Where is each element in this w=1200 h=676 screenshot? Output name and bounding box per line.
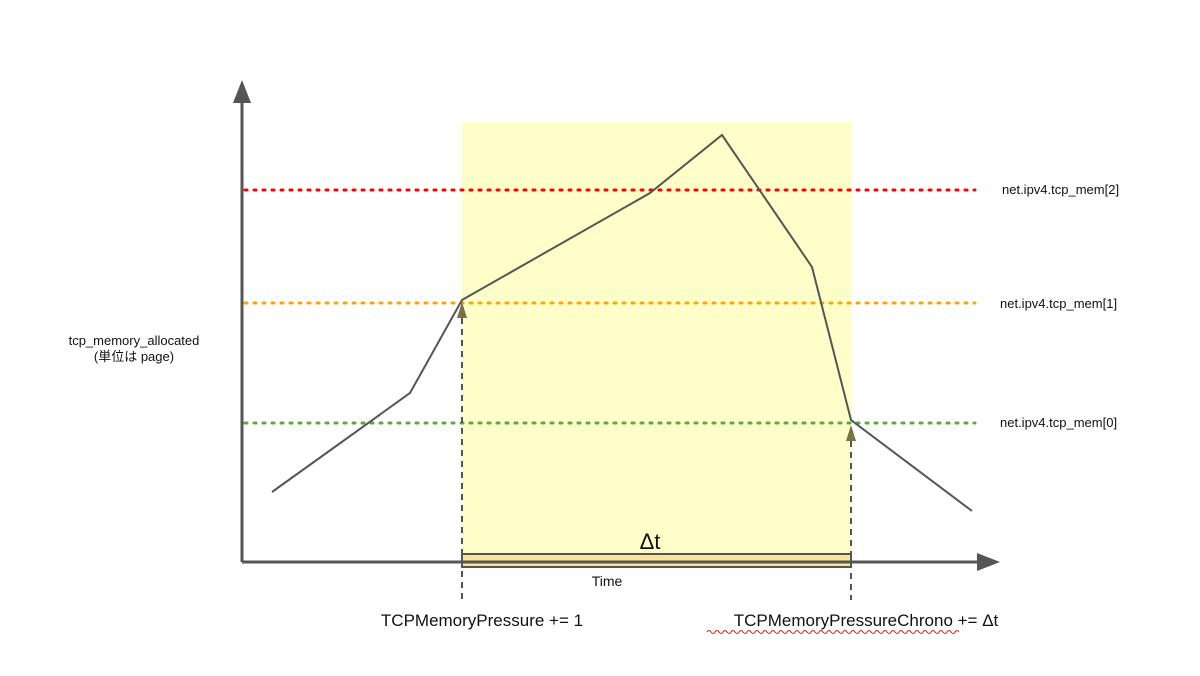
y-axis-label-line1: tcp_memory_allocated	[69, 333, 200, 348]
x-axis-label: Time	[592, 573, 623, 589]
event-label-pressure-chrono: TCPMemoryPressureChrono += Δt	[734, 611, 999, 630]
y-axis-arrowhead	[233, 80, 251, 103]
pressure-end-arrowhead	[846, 425, 856, 441]
x-axis-arrowhead	[977, 553, 1000, 571]
event-label-pressure-start: TCPMemoryPressure += 1	[381, 611, 583, 630]
threshold-label-mem1: net.ipv4.tcp_mem[1]	[1000, 296, 1117, 311]
pressure-region	[462, 122, 852, 562]
spellcheck-squiggle	[706, 630, 960, 634]
pressure-start-arrowhead	[457, 302, 467, 318]
threshold-label-mem2: net.ipv4.tcp_mem[2]	[1002, 182, 1119, 197]
y-axis-label-line2: (単位は page)	[94, 349, 174, 364]
memory-curve	[271, 133, 973, 512]
delta-t-label: Δt	[640, 529, 661, 554]
threshold-label-mem0: net.ipv4.tcp_mem[0]	[1000, 415, 1117, 430]
